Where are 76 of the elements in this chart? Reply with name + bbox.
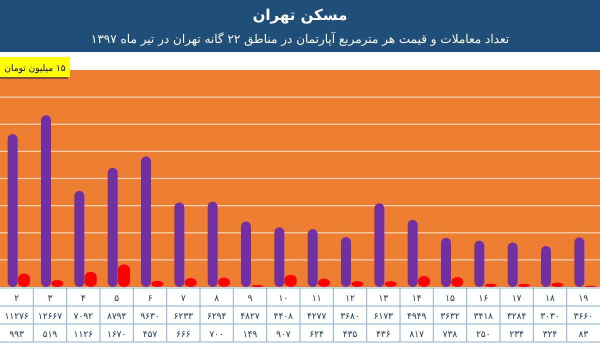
x-tick-label: ۱۸: [545, 294, 555, 304]
x-tick-label: ۱۵: [445, 294, 455, 304]
data-label: ۹۹۳: [9, 330, 24, 340]
bar: [174, 202, 184, 287]
data-label: ۳۶۸۰: [340, 312, 360, 322]
bar: [74, 190, 84, 287]
chart-title: مسکن تهران: [252, 6, 348, 24]
data-label: ۱۶۷۰: [106, 330, 126, 340]
bar: [508, 242, 518, 287]
bar: [41, 115, 51, 287]
x-tick-label: ۳: [48, 294, 53, 304]
data-label: ۳۰۳۰: [540, 312, 560, 322]
bar: [308, 228, 318, 287]
x-tick-label: ۱۴: [412, 294, 422, 304]
data-label: ۱۲۶۶۷: [38, 312, 62, 322]
data-label: ۲۳۴: [509, 330, 524, 340]
bar: [118, 264, 130, 287]
x-tick-label: ۱۳: [378, 294, 388, 304]
bar: [474, 240, 484, 287]
bar: [208, 202, 218, 287]
bar: [574, 237, 584, 287]
data-label: ۱۱۲۶: [74, 330, 94, 340]
data-label: ۹۰۷: [276, 330, 291, 340]
x-tick-label: ۱۲: [345, 294, 355, 304]
data-label: ۶۱۷۳: [374, 312, 394, 322]
data-label: ۴۲۷۷: [306, 312, 326, 322]
data-label: ۴۹۴۹: [406, 312, 426, 322]
data-label: ۴۸۲۷: [240, 312, 260, 322]
bar: [374, 203, 384, 287]
x-tick-label: ۴: [80, 294, 86, 304]
data-label: ۷۰۹۲: [74, 312, 94, 322]
data-label: ۳۶۳۲: [440, 312, 460, 322]
data-label: ۲۵۰: [476, 330, 491, 340]
bar: [341, 237, 351, 287]
x-tick-label: ۶: [148, 294, 153, 304]
bar: [141, 156, 151, 287]
x-tick-label: ۱۱: [312, 294, 322, 304]
data-label: ۴۳۶: [376, 330, 391, 340]
x-tick-label: ۱۷: [512, 294, 522, 304]
data-label: ۴۵۷: [142, 330, 158, 340]
x-tick-label: ۷: [180, 294, 186, 304]
data-label: ۷۳۸: [442, 330, 458, 340]
bar: [441, 238, 451, 287]
data-label: ۱۱۲۷۶: [4, 312, 29, 322]
x-tick-label: ۹: [248, 294, 253, 304]
bar: [108, 168, 118, 287]
data-label: ۱۴۹: [242, 330, 258, 340]
x-tick-label: ۱۹: [578, 294, 588, 304]
annotation: ۱۵ میلیون تومان: [4, 64, 66, 74]
data-label: ۶۲۴: [309, 330, 324, 340]
bar: [8, 134, 18, 287]
x-tick-label: ۸: [214, 294, 220, 304]
data-label: ۳۲۸۴: [506, 312, 526, 322]
data-label: ۴۴۰۸: [274, 312, 294, 322]
data-label: ۵۱۹: [42, 330, 58, 340]
x-tick-label: ۵: [114, 294, 120, 304]
data-label: ۹۶۳۰: [140, 312, 160, 322]
data-label: ۸۳: [578, 330, 588, 340]
chart-subtitle: تعداد معاملات و قیمت هر مترمربع آپارتمان در مناطق ۲۲ گانه تهران در تیر ماه ۱۳۹۷: [90, 31, 510, 46]
x-tick-label: ۱۶: [478, 294, 488, 304]
data-label: ۸۷۹۴: [106, 312, 126, 322]
x-tick-label: ۱۰: [278, 294, 288, 304]
data-label: ۴۳۵: [342, 330, 358, 340]
data-label: ۶۲۳۳: [174, 312, 194, 322]
bar: [408, 220, 418, 287]
data-label: ۶۶۶: [176, 330, 191, 340]
data-label: ۸۱۷: [409, 330, 424, 340]
data-label: ۳۶۶۰: [574, 312, 594, 322]
bar: [274, 227, 284, 287]
bar: [241, 222, 251, 287]
data-label: ۳۴۱۸: [474, 312, 494, 322]
x-tick-label: ۲: [14, 294, 20, 304]
data-label: ۳۲۴: [542, 330, 558, 340]
data-label: ۶۲۹۴: [206, 312, 226, 322]
data-label: ۷۰۰: [209, 330, 224, 340]
bar: [541, 246, 551, 287]
